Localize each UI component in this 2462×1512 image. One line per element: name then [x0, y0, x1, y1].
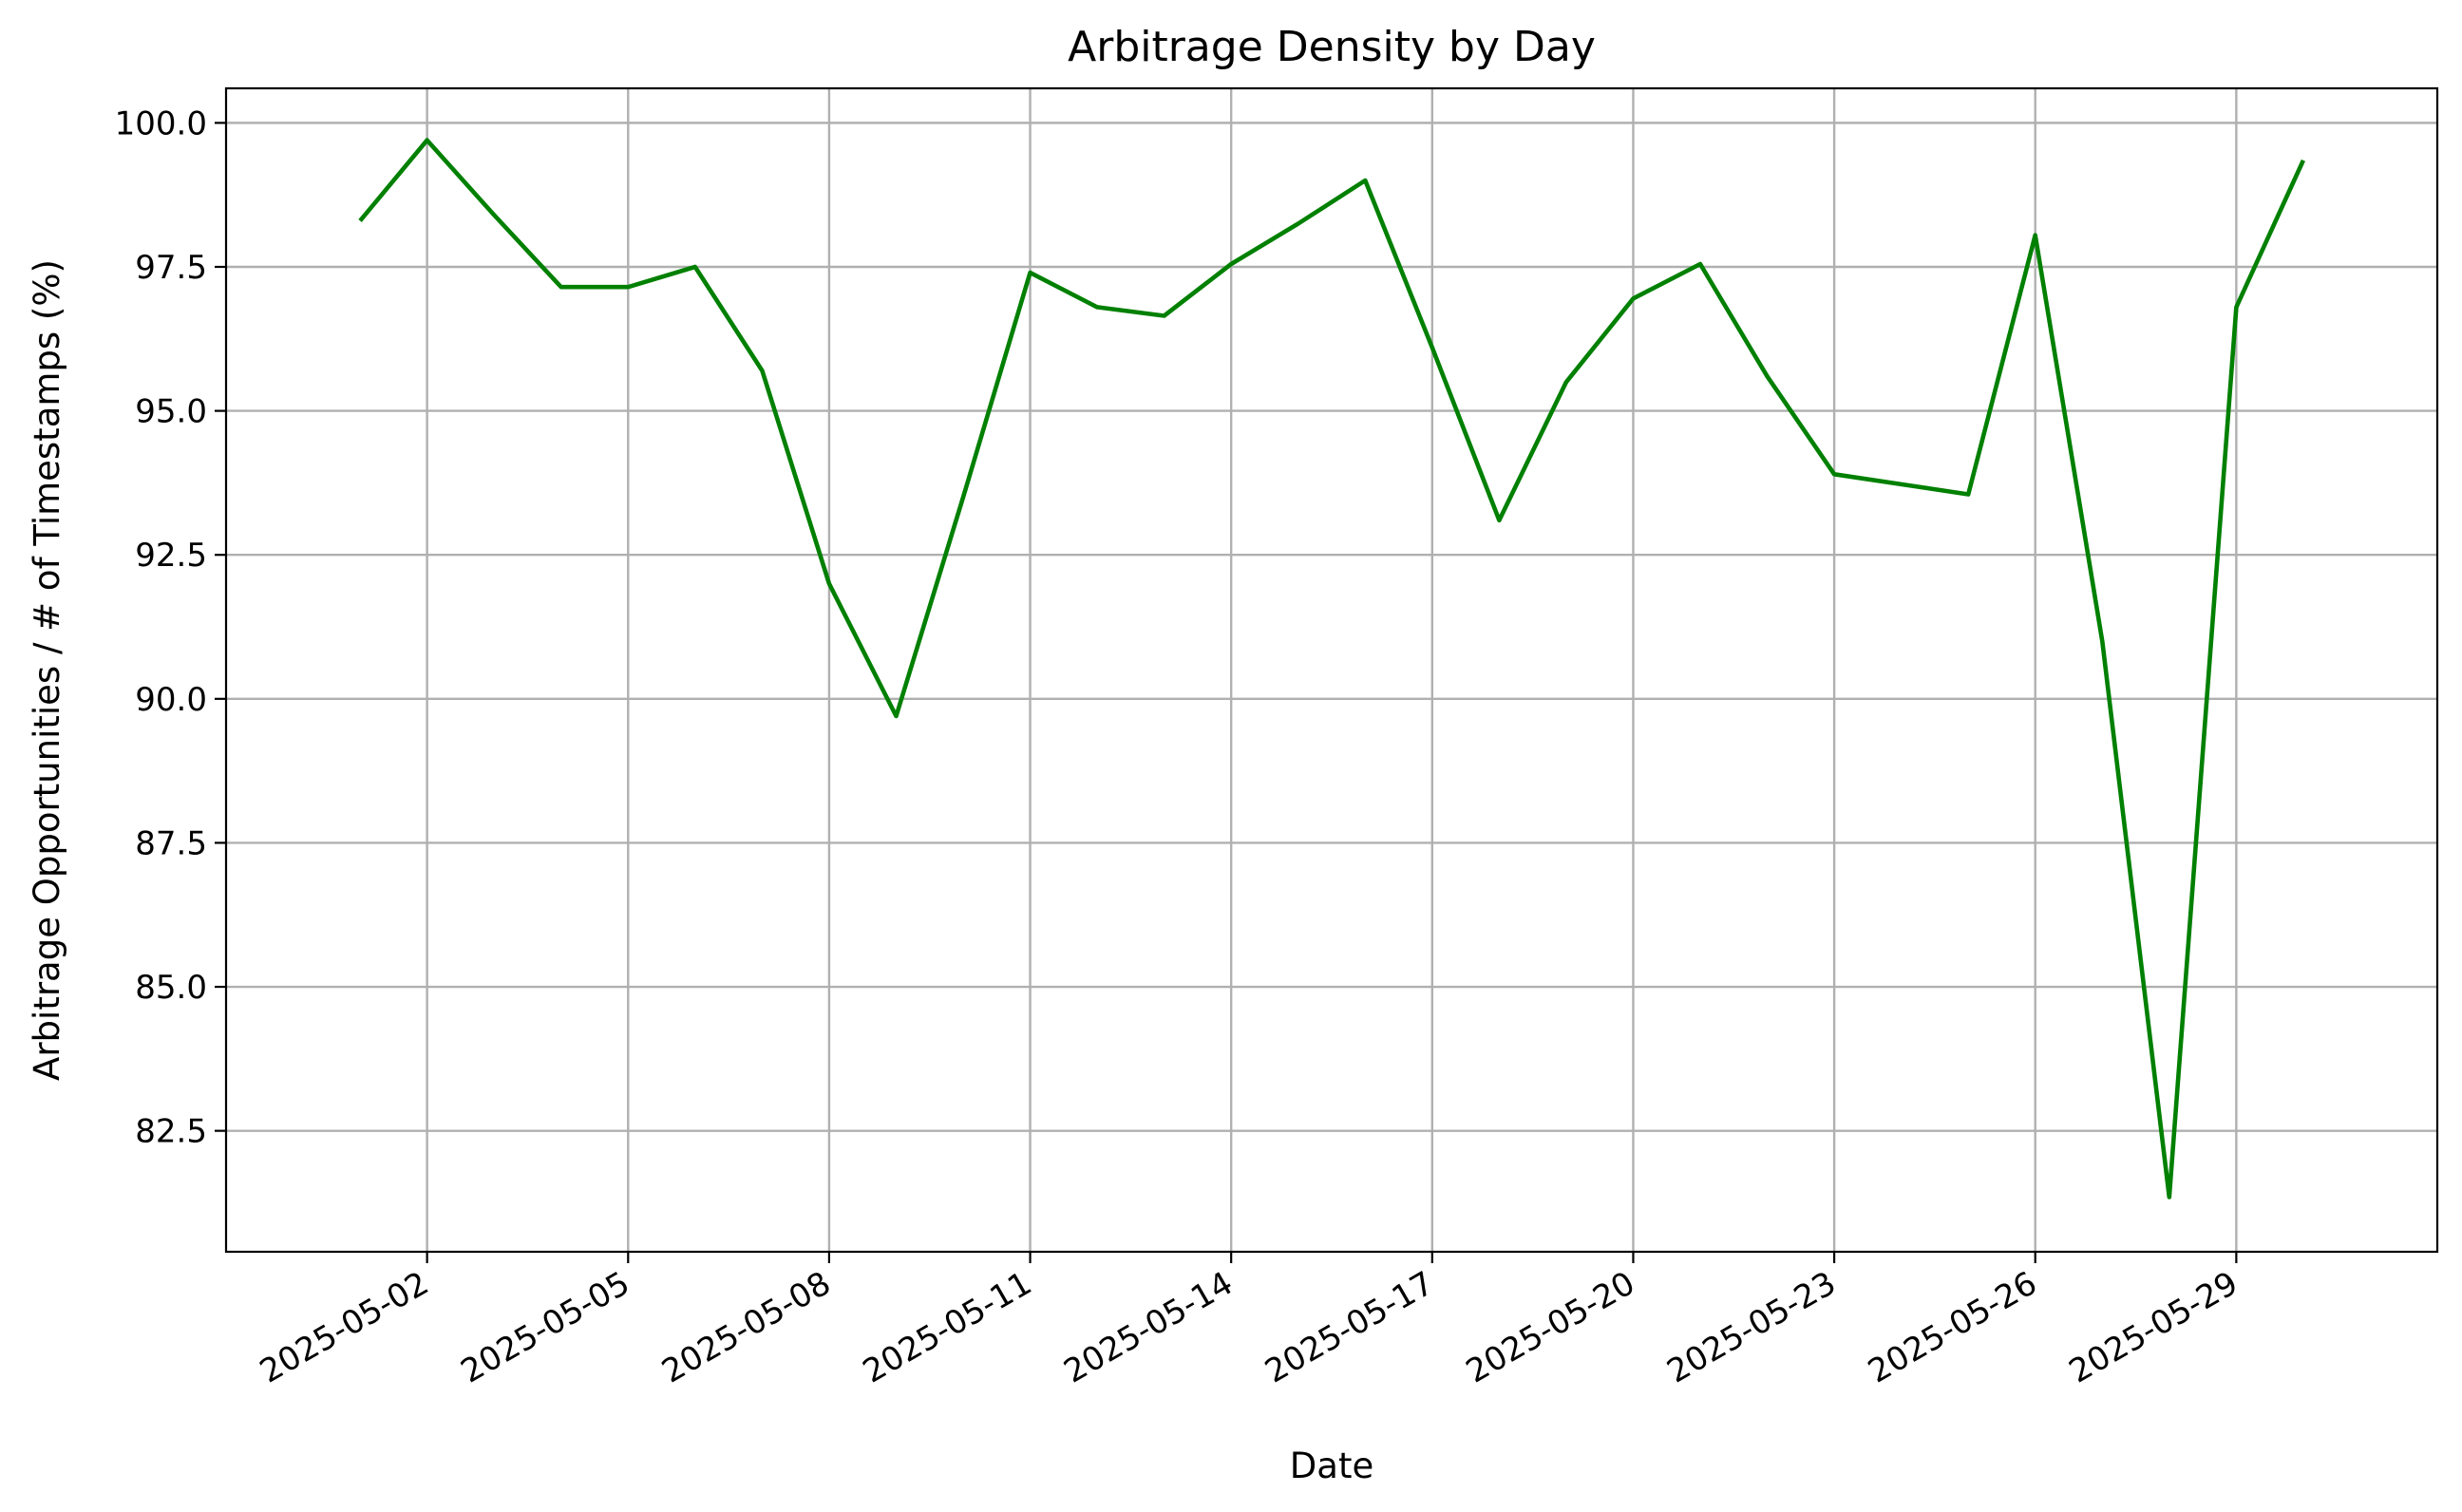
y-tick-label: 92.5	[135, 537, 207, 575]
axes-frame	[224, 86, 2439, 1254]
series-layer	[358, 138, 2305, 1200]
x-axis-label: Date	[1290, 1446, 1373, 1486]
y-tick-label: 82.5	[135, 1113, 207, 1151]
chart-title: Arbitrage Density by Day	[1068, 23, 1596, 71]
y-tick-label: 87.5	[135, 824, 207, 862]
y-tick-label: 85.0	[135, 969, 207, 1007]
y-tick-label: 100.0	[115, 104, 207, 142]
y-tick-label: 90.0	[135, 681, 207, 719]
y-axis-label: Arbitrage Opportunities / # of Timestamp…	[27, 259, 67, 1081]
grid	[226, 88, 2437, 1252]
y-tick-label: 95.0	[135, 393, 207, 431]
y-tick-label: 97.5	[135, 249, 207, 287]
series-line	[358, 138, 2305, 1200]
